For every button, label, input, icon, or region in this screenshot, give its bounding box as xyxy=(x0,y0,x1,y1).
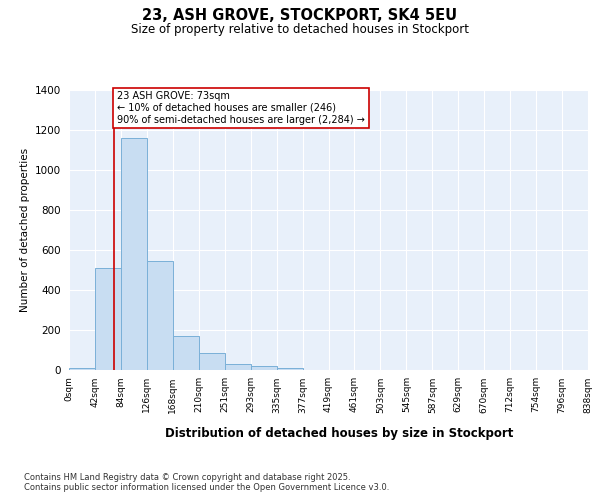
Text: Contains HM Land Registry data © Crown copyright and database right 2025.
Contai: Contains HM Land Registry data © Crown c… xyxy=(24,472,389,492)
Bar xyxy=(277,368,302,370)
Text: Distribution of detached houses by size in Stockport: Distribution of detached houses by size … xyxy=(165,428,513,440)
Text: 23, ASH GROVE, STOCKPORT, SK4 5EU: 23, ASH GROVE, STOCKPORT, SK4 5EU xyxy=(142,8,458,22)
Bar xyxy=(199,353,224,370)
Bar xyxy=(69,368,95,370)
Y-axis label: Number of detached properties: Number of detached properties xyxy=(20,148,29,312)
Bar xyxy=(147,261,173,370)
Bar xyxy=(95,268,121,370)
Bar xyxy=(251,366,277,370)
Bar xyxy=(173,336,199,370)
Bar xyxy=(225,364,251,370)
Text: Size of property relative to detached houses in Stockport: Size of property relative to detached ho… xyxy=(131,22,469,36)
Text: 23 ASH GROVE: 73sqm
← 10% of detached houses are smaller (246)
90% of semi-detac: 23 ASH GROVE: 73sqm ← 10% of detached ho… xyxy=(117,92,365,124)
Bar xyxy=(121,138,147,370)
